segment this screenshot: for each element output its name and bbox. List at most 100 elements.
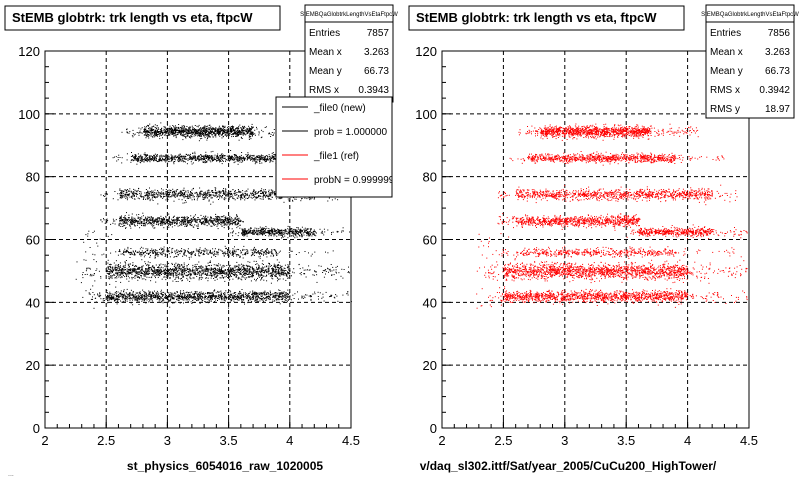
scatter-point: [300, 272, 302, 273]
scatter-point: [208, 220, 210, 222]
scatter-point: [222, 276, 224, 278]
scatter-point: [129, 298, 131, 300]
scatter-point: [165, 297, 167, 299]
scatter-point: [263, 254, 264, 256]
scatter-point: [134, 299, 136, 301]
scatter-point: [86, 267, 88, 269]
scatter-point: [101, 221, 103, 223]
scatter-point: [310, 232, 312, 233]
scatter-point: [146, 220, 148, 222]
scatter-point: [204, 222, 206, 224]
scatter-point: [207, 302, 209, 304]
scatter-point: [257, 294, 259, 296]
scatter-point: [139, 292, 141, 294]
scatter-point: [279, 275, 281, 277]
scatter-point: [205, 301, 207, 303]
scatter-point: [197, 219, 198, 221]
scatter-point: [268, 251, 270, 253]
scatter-point: [188, 219, 190, 221]
scatter-point: [258, 250, 260, 252]
scatter-point: [212, 248, 214, 250]
scatter-point: [174, 225, 176, 227]
scatter-point: [209, 265, 210, 267]
scatter-point: [159, 270, 161, 272]
scatter-point: [186, 277, 188, 279]
scatter-point: [154, 275, 156, 277]
scatter-point: [160, 269, 162, 271]
scatter-point: [193, 272, 195, 274]
scatter-point: [223, 271, 225, 273]
scatter-point: [128, 277, 130, 279]
scatter-point: [267, 292, 269, 294]
scatter-point: [185, 299, 187, 301]
scatter-point: [125, 194, 127, 195]
scatter-point: [215, 224, 217, 226]
scatter-point: [325, 271, 327, 272]
scatter-point: [149, 191, 151, 193]
scatter-point: [242, 231, 244, 233]
scatter-point: [285, 292, 287, 294]
scatter-point: [198, 296, 200, 298]
scatter-point: [129, 271, 131, 273]
scatter-point: [160, 222, 162, 224]
scatter-point: [156, 273, 157, 275]
scatter-point: [211, 190, 213, 192]
scatter-point: [233, 270, 235, 272]
scatter-point: [243, 266, 245, 268]
scatter-point: [251, 254, 253, 256]
scatter-point: [217, 217, 219, 219]
scatter-point: [149, 256, 151, 258]
scatter-point: [245, 264, 247, 266]
scatter-point: [237, 268, 239, 270]
scatter-point: [180, 290, 182, 292]
scatter-point: [167, 269, 169, 271]
scatter-point: [180, 295, 182, 297]
scatter-point: [281, 229, 282, 231]
scatter-point: [146, 297, 148, 298]
scatter-point: [224, 273, 226, 275]
scatter-point: [239, 255, 241, 257]
scatter-point: [274, 228, 275, 230]
scatter-point: [228, 269, 230, 271]
scatter-point: [265, 294, 267, 296]
scatter-band: [100, 212, 244, 230]
scatter-point: [237, 223, 239, 224]
scatter-point: [127, 246, 129, 248]
scatter-point: [242, 234, 244, 236]
scatter-point: [277, 232, 279, 233]
scatter-point: [336, 272, 337, 274]
scatter-point: [253, 253, 255, 255]
scatter-point: [120, 290, 122, 292]
scatter-point: [207, 262, 209, 264]
scatter-point: [125, 222, 126, 224]
scatter-point: [281, 293, 283, 295]
scatter-point: [134, 299, 136, 301]
scatter-point: [207, 295, 209, 297]
scatter-point: [206, 301, 208, 303]
scatter-point: [145, 293, 147, 294]
scatter-point: [143, 294, 145, 296]
scatter-point: [146, 299, 148, 301]
scatter-point: [107, 267, 109, 269]
scatter-point: [228, 222, 230, 224]
scatter-point: [126, 298, 128, 300]
scatter-point: [229, 220, 231, 222]
scatter-point: [254, 230, 256, 232]
scatter-point: [263, 251, 265, 253]
scatter-point: [119, 219, 121, 221]
scatter-point: [282, 269, 284, 271]
scatter-point: [260, 292, 262, 293]
scatter-point: [216, 272, 218, 274]
scatter-point: [253, 248, 255, 250]
scatter-point: [148, 270, 149, 272]
scatter-point: [166, 249, 168, 251]
scatter-point: [190, 252, 192, 254]
scatter-point: [261, 228, 263, 230]
scatter-point: [253, 272, 255, 274]
scatter-point: [253, 292, 255, 294]
scatter-point: [220, 218, 222, 220]
scatter-point: [216, 251, 218, 253]
scatter-point: [256, 293, 258, 295]
scatter-point: [240, 250, 241, 252]
scatter-point: [232, 248, 234, 250]
